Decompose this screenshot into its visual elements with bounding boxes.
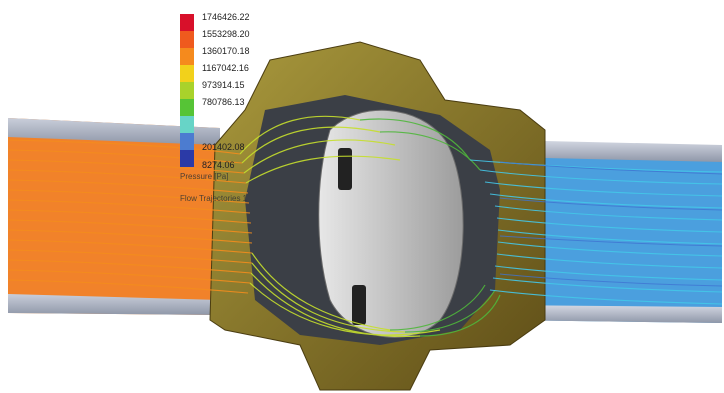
legend-swatch-5 [180,82,194,99]
legend-swatch-6 [180,99,194,116]
legend-value-3: 1360170.18 [202,46,250,56]
outlet-streamlines [469,159,723,305]
legend-value-9: 8274.06 [202,160,235,170]
legend-value-6: 780786.13 [202,97,245,107]
legend-swatch-1 [180,14,194,31]
inlet-pipe-bottom [8,294,220,315]
legend-swatch-9 [180,150,194,167]
legend-swatch-8 [180,133,194,150]
legend-swatch-4 [180,65,194,82]
legend-value-2: 1553298.20 [202,29,250,39]
legend-value-1: 1746426.22 [202,12,250,22]
inlet-pipe-top [8,118,220,145]
valve-streamlines [239,115,441,338]
valve-disc [318,109,464,338]
legend-swatch-2 [180,31,194,48]
outlet-pipe-top [500,140,722,162]
pressure-caption: Pressure [Pa] [180,172,229,181]
legend-value-5: 973914.15 [202,80,245,90]
legend-value-4: 1167042.16 [202,63,249,73]
outlet-streamlines-dark [499,161,723,287]
flow-trajectories-caption: Flow Trajectories 1 [180,194,248,203]
pressure-legend: 1746426.22 1553298.20 1360170.18 1167042… [180,12,300,170]
disc-slot-bottom [352,285,366,325]
legend-value-8: 201402.08 [202,142,245,152]
outlet-pipe-bottom [500,305,722,323]
valve-streamlines-green [359,118,501,337]
inlet-streamlines [7,139,253,294]
legend-swatch-3 [180,48,194,65]
legend-swatch-7 [180,116,194,133]
disc-slot-top [338,148,352,190]
